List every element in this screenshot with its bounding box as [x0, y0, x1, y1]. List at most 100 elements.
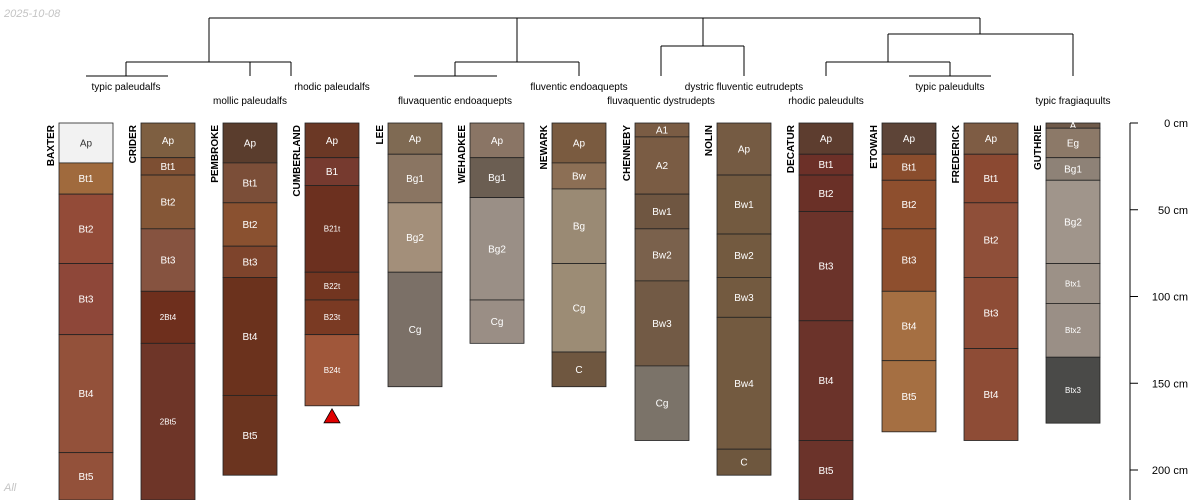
horizon-label: Ap	[80, 138, 93, 149]
horizon-label: Bw3	[734, 293, 754, 304]
horizon-label: Ap	[244, 138, 257, 149]
horizon-label: Ap	[491, 136, 504, 147]
profile-chenneby: CHENNEBY A1 A2 Bw1 Bw2 Bw3 Cg	[622, 122, 690, 441]
profile-guthrie: GUTHRIE A Eg Bg1 Bg2 Btx1 Btx2 Btx3	[1033, 121, 1101, 424]
horizon-label: 2Bt5	[160, 417, 177, 426]
horizon-label: Bt4	[901, 321, 916, 332]
axis-tick-label: 100 cm	[1152, 292, 1188, 304]
horizon	[634, 365, 690, 441]
horizon	[551, 351, 607, 388]
horizon-label: B24t	[324, 366, 341, 375]
horizon-label: Bw2	[734, 251, 754, 262]
horizon	[140, 342, 196, 500]
horizon-label: Bt4	[242, 332, 257, 343]
profile-wehadkee: WEHADKEE Ap Bg1 Bg2 Cg	[457, 122, 525, 344]
profile-name: WEHADKEE	[457, 125, 468, 184]
profile-name: GUTHRIE	[1033, 125, 1044, 170]
horizon	[716, 316, 772, 450]
taxon-label: typic fragiaquults	[1035, 96, 1110, 107]
horizon	[140, 174, 196, 230]
horizon	[387, 271, 443, 388]
horizon-label: Bg1	[406, 174, 424, 185]
horizon	[1045, 303, 1101, 358]
profile-name: CUMBERLAND	[292, 125, 303, 197]
taxon-label: rhodic paleudalfs	[294, 82, 370, 93]
horizon-label: Bt3	[242, 257, 257, 268]
depth-axis: 0 cm 50 cm 100 cm 150 cm 200 cm	[1129, 118, 1188, 500]
horizon	[140, 122, 196, 159]
profile-nolin: NOLIN Ap Bw1 Bw2 Bw3 Bw4 C	[704, 122, 772, 476]
horizon-label: B23t	[324, 313, 341, 322]
horizon-label: Btx1	[1065, 279, 1082, 288]
profile-etowah: ETOWAH Ap Bt1 Bt2 Bt3 Bt4 Bt5	[869, 122, 937, 433]
horizon-label: Bt1	[78, 174, 93, 185]
horizon-label: Bt4	[983, 390, 998, 401]
horizon-label: Bg1	[488, 173, 506, 184]
taxon-label: typic paleudalfs	[92, 82, 161, 93]
horizon-label: Bw1	[734, 200, 754, 211]
horizon	[469, 299, 525, 344]
horizon	[304, 185, 360, 273]
horizon-label: Bw4	[734, 379, 754, 390]
horizon	[798, 320, 854, 441]
horizon	[634, 193, 690, 230]
horizon	[881, 228, 937, 292]
horizon-label: Bt2	[78, 224, 93, 235]
profile-name: CRIDER	[128, 124, 139, 163]
horizon-label: Btx3	[1065, 386, 1082, 395]
horizon-label: Ap	[820, 134, 833, 145]
horizon-label: Bt5	[78, 472, 93, 483]
horizon	[387, 122, 443, 155]
profile-name: CHENNEBY	[622, 125, 633, 181]
horizon	[1045, 127, 1101, 159]
soil-profiles: BAXTER Ap Bt1 Bt2 Bt3 Bt4 Bt5 CRIDER Ap Bt1 Bt2 Bt3…	[46, 121, 1101, 500]
horizon-label: Ap	[985, 134, 998, 145]
horizon	[1045, 179, 1101, 264]
horizon	[634, 228, 690, 282]
horizon	[798, 174, 854, 212]
horizon	[58, 334, 114, 454]
horizon	[222, 245, 278, 278]
horizon-label: Bt5	[242, 431, 257, 442]
horizon-label: C	[740, 458, 747, 469]
profile-name: BAXTER	[46, 124, 57, 166]
horizon-label: Ap	[162, 136, 175, 147]
horizon-label: Ap	[326, 136, 339, 147]
horizon-label: Bw1	[652, 207, 672, 218]
horizon	[222, 122, 278, 164]
horizon	[551, 122, 607, 164]
profile-baxter: BAXTER Ap Bt1 Bt2 Bt3 Bt4 Bt5	[46, 122, 114, 500]
horizon-label: Bt5	[901, 392, 916, 403]
horizon	[963, 348, 1019, 441]
profile-decatur: DECATUR Ap Bt1 Bt2 Bt3 Bt4 Bt5	[786, 122, 854, 500]
horizon-label: A	[1070, 121, 1077, 132]
profile-cumberland: CUMBERLAND Ap B1 B21t B22t B23t B24t	[292, 122, 360, 424]
horizon-label: C	[575, 365, 582, 376]
horizon	[716, 174, 772, 235]
horizon	[58, 193, 114, 264]
horizon	[634, 280, 690, 367]
horizon	[551, 263, 607, 353]
horizon-label: Eg	[1067, 138, 1079, 149]
horizon	[58, 122, 114, 164]
horizon-label: Bt1	[818, 160, 833, 171]
horizon-label: Bt1	[160, 162, 175, 173]
profile-name: NEWARK	[539, 124, 550, 169]
horizon-label: Ap	[409, 134, 422, 145]
horizon-label: Bt3	[983, 308, 998, 319]
horizon-label: B1	[326, 167, 339, 178]
horizon	[881, 360, 937, 433]
horizon-label: A2	[656, 161, 669, 172]
horizon	[716, 277, 772, 318]
horizon	[304, 334, 360, 407]
horizon	[222, 202, 278, 247]
horizon-label: Bg	[573, 222, 585, 233]
horizon	[881, 290, 937, 362]
horizon	[881, 153, 937, 181]
horizon-label: Cg	[656, 399, 669, 410]
horizon-label: Bg2	[488, 244, 506, 255]
horizon	[1045, 356, 1101, 424]
horizon-label: 2Bt4	[160, 313, 177, 322]
corner-label: All	[4, 482, 17, 494]
horizon-label: Bt5	[818, 466, 833, 477]
